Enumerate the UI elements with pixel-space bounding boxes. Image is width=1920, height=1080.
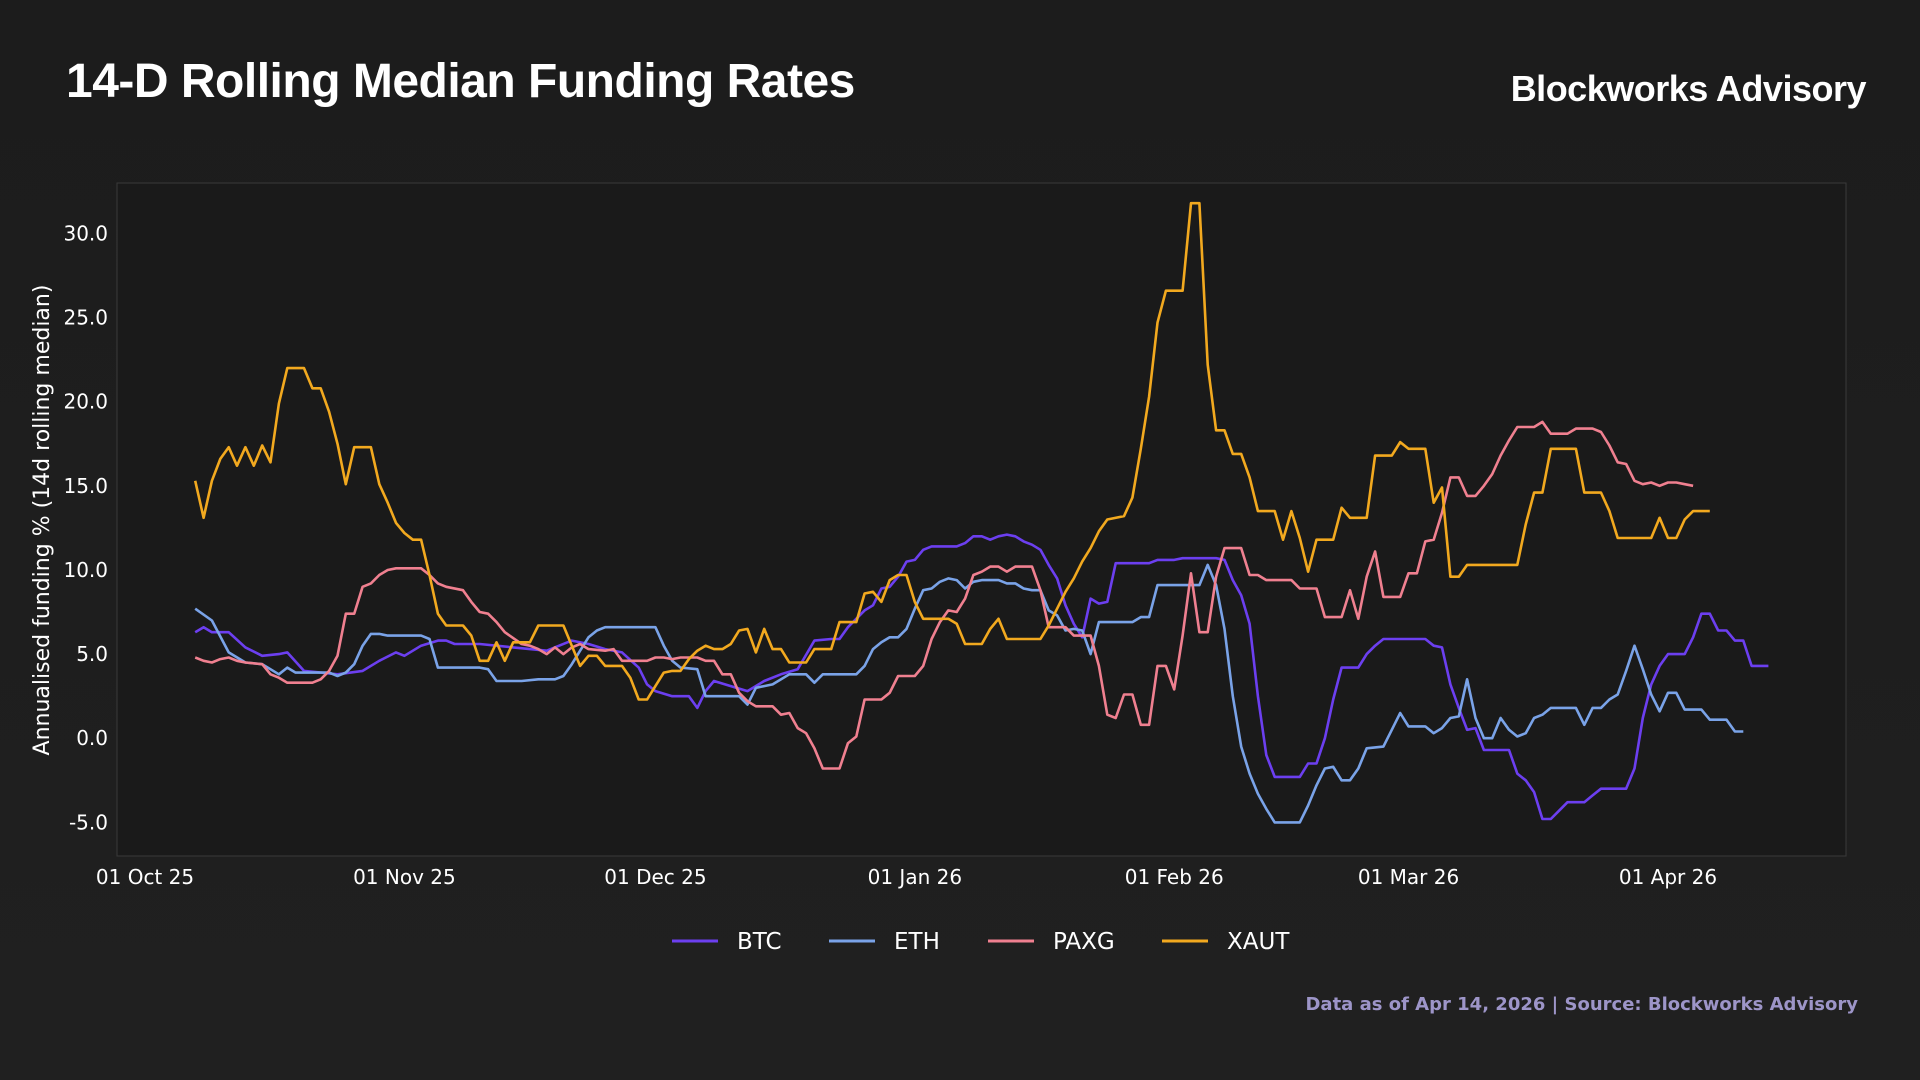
- legend-item-paxg[interactable]: PAXG: [988, 929, 1115, 955]
- brand-logo-text: Blockworks Advisory: [1510, 68, 1867, 109]
- legend-item-xaut[interactable]: XAUT: [1162, 929, 1290, 955]
- x-tick-label: 01 Nov 25: [353, 865, 456, 889]
- y-tick-label: 5.0: [76, 642, 108, 666]
- legend: BTC ETH PAXG XAUT: [672, 929, 1290, 955]
- y-tick-label: 25.0: [63, 306, 108, 330]
- x-tick-label: 01 Oct 25: [96, 865, 194, 889]
- x-tick-label: 01 Jan 26: [868, 865, 962, 889]
- y-tick-label: 20.0: [63, 390, 108, 414]
- legend-item-btc[interactable]: BTC: [672, 929, 782, 955]
- footer-source: Data as of Apr 14, 2026 | Source: Blockw…: [1305, 994, 1858, 1015]
- y-axis-label: Annualised funding % (14d rolling median…: [30, 285, 55, 756]
- series-line-paxg: [194, 420, 1694, 770]
- x-tick-label: 01 Apr 26: [1619, 865, 1717, 889]
- legend-item-eth[interactable]: ETH: [829, 929, 940, 955]
- series-layer: [193, 201, 1769, 824]
- y-tick-label: 10.0: [63, 558, 108, 582]
- x-tick-label: 01 Dec 25: [604, 865, 706, 889]
- y-tick-label: 0.0: [76, 726, 108, 750]
- legend-label: PAXG: [1053, 929, 1115, 955]
- x-tick-label: 01 Feb 26: [1125, 865, 1224, 889]
- x-tick-label: 01 Mar 26: [1358, 865, 1459, 889]
- legend-label: XAUT: [1227, 929, 1290, 955]
- series-line-eth: [194, 563, 1744, 824]
- y-axis-ticks: -5.0 0.0 5.0 10.0 15.0 20.0 25.0 30.0: [63, 221, 108, 834]
- x-axis-ticks: 01 Oct 25 01 Nov 25 01 Dec 25 01 Jan 26 01 F…: [96, 865, 1717, 889]
- y-tick-label: 30.0: [63, 221, 108, 245]
- legend-label: ETH: [894, 929, 940, 955]
- chart-title: 14-D Rolling Median Funding Rates: [66, 55, 855, 108]
- y-tick-label: -5.0: [69, 810, 108, 834]
- legend-label: BTC: [737, 929, 782, 955]
- series-line-xaut: [193, 201, 1710, 701]
- y-tick-label: 15.0: [63, 474, 108, 498]
- plot-area: [116, 182, 1847, 857]
